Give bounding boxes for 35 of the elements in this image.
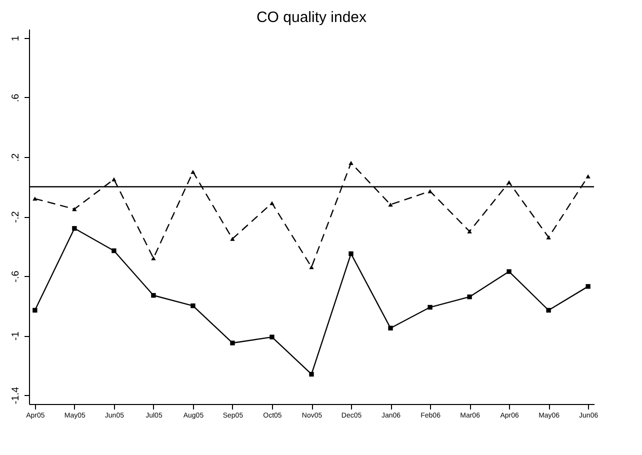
point xyxy=(388,326,393,330)
point xyxy=(467,294,472,300)
point xyxy=(190,170,196,174)
y-tick-label: -1 xyxy=(10,331,22,340)
point xyxy=(546,308,551,313)
point xyxy=(112,177,116,182)
point xyxy=(270,201,274,206)
point xyxy=(230,340,235,346)
y-tick-label: -.6 xyxy=(10,270,22,282)
point xyxy=(309,265,314,270)
chart-title: CO quality index xyxy=(256,9,368,26)
y-tick-label: .2 xyxy=(10,152,22,162)
y-tick-label: -.2 xyxy=(10,210,22,223)
point xyxy=(72,226,77,231)
point xyxy=(151,293,156,298)
point xyxy=(309,372,314,377)
point xyxy=(270,334,274,340)
point xyxy=(388,202,393,207)
point xyxy=(190,303,196,308)
point xyxy=(506,269,512,274)
point xyxy=(32,308,38,313)
point xyxy=(348,160,354,165)
point xyxy=(428,304,432,310)
point xyxy=(586,284,590,289)
point xyxy=(467,229,472,234)
point xyxy=(230,236,235,241)
point xyxy=(72,207,77,212)
point xyxy=(348,251,354,256)
point xyxy=(586,174,590,178)
point xyxy=(546,235,551,240)
y-tick-label: .6 xyxy=(10,93,22,102)
point xyxy=(506,180,512,184)
point xyxy=(112,248,116,254)
y-tick-label: -1.4 xyxy=(10,386,22,404)
y-tick-label: 1 xyxy=(10,35,22,42)
